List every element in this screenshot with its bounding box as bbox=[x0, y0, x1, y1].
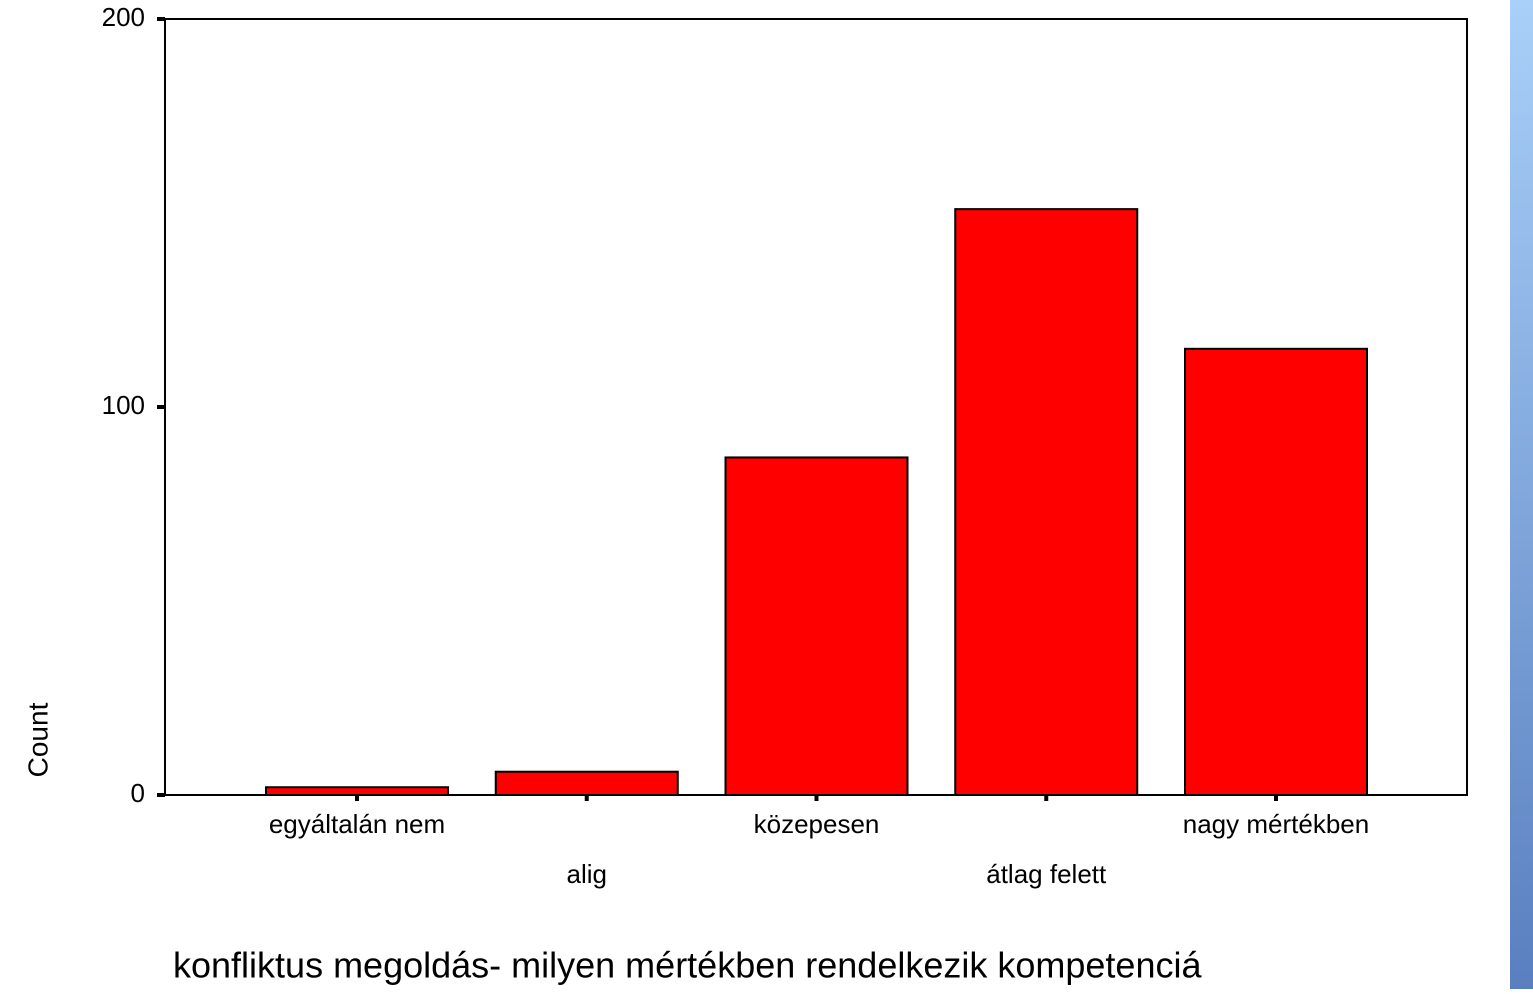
side-strip bbox=[1510, 0, 1533, 989]
x-tick-label: közepesen bbox=[754, 809, 880, 839]
bar bbox=[1184, 347, 1368, 796]
x-axis-label: konfliktus megoldás- milyen mértékben re… bbox=[173, 945, 1202, 986]
y-axis-label: Count bbox=[22, 702, 53, 777]
y-tick-label: 100 bbox=[102, 390, 145, 420]
x-tick-label: alig bbox=[567, 859, 607, 889]
bar bbox=[265, 786, 449, 796]
x-tick-label: nagy mértékben bbox=[1183, 809, 1369, 839]
bar bbox=[724, 456, 909, 796]
bar bbox=[494, 770, 679, 796]
y-tick-label: 200 bbox=[102, 2, 145, 32]
bar bbox=[954, 208, 1139, 796]
x-tick-label: egyáltalán nem bbox=[269, 809, 445, 839]
y-tick-label: 0 bbox=[131, 778, 145, 808]
x-tick-label: átlag felett bbox=[986, 859, 1107, 889]
